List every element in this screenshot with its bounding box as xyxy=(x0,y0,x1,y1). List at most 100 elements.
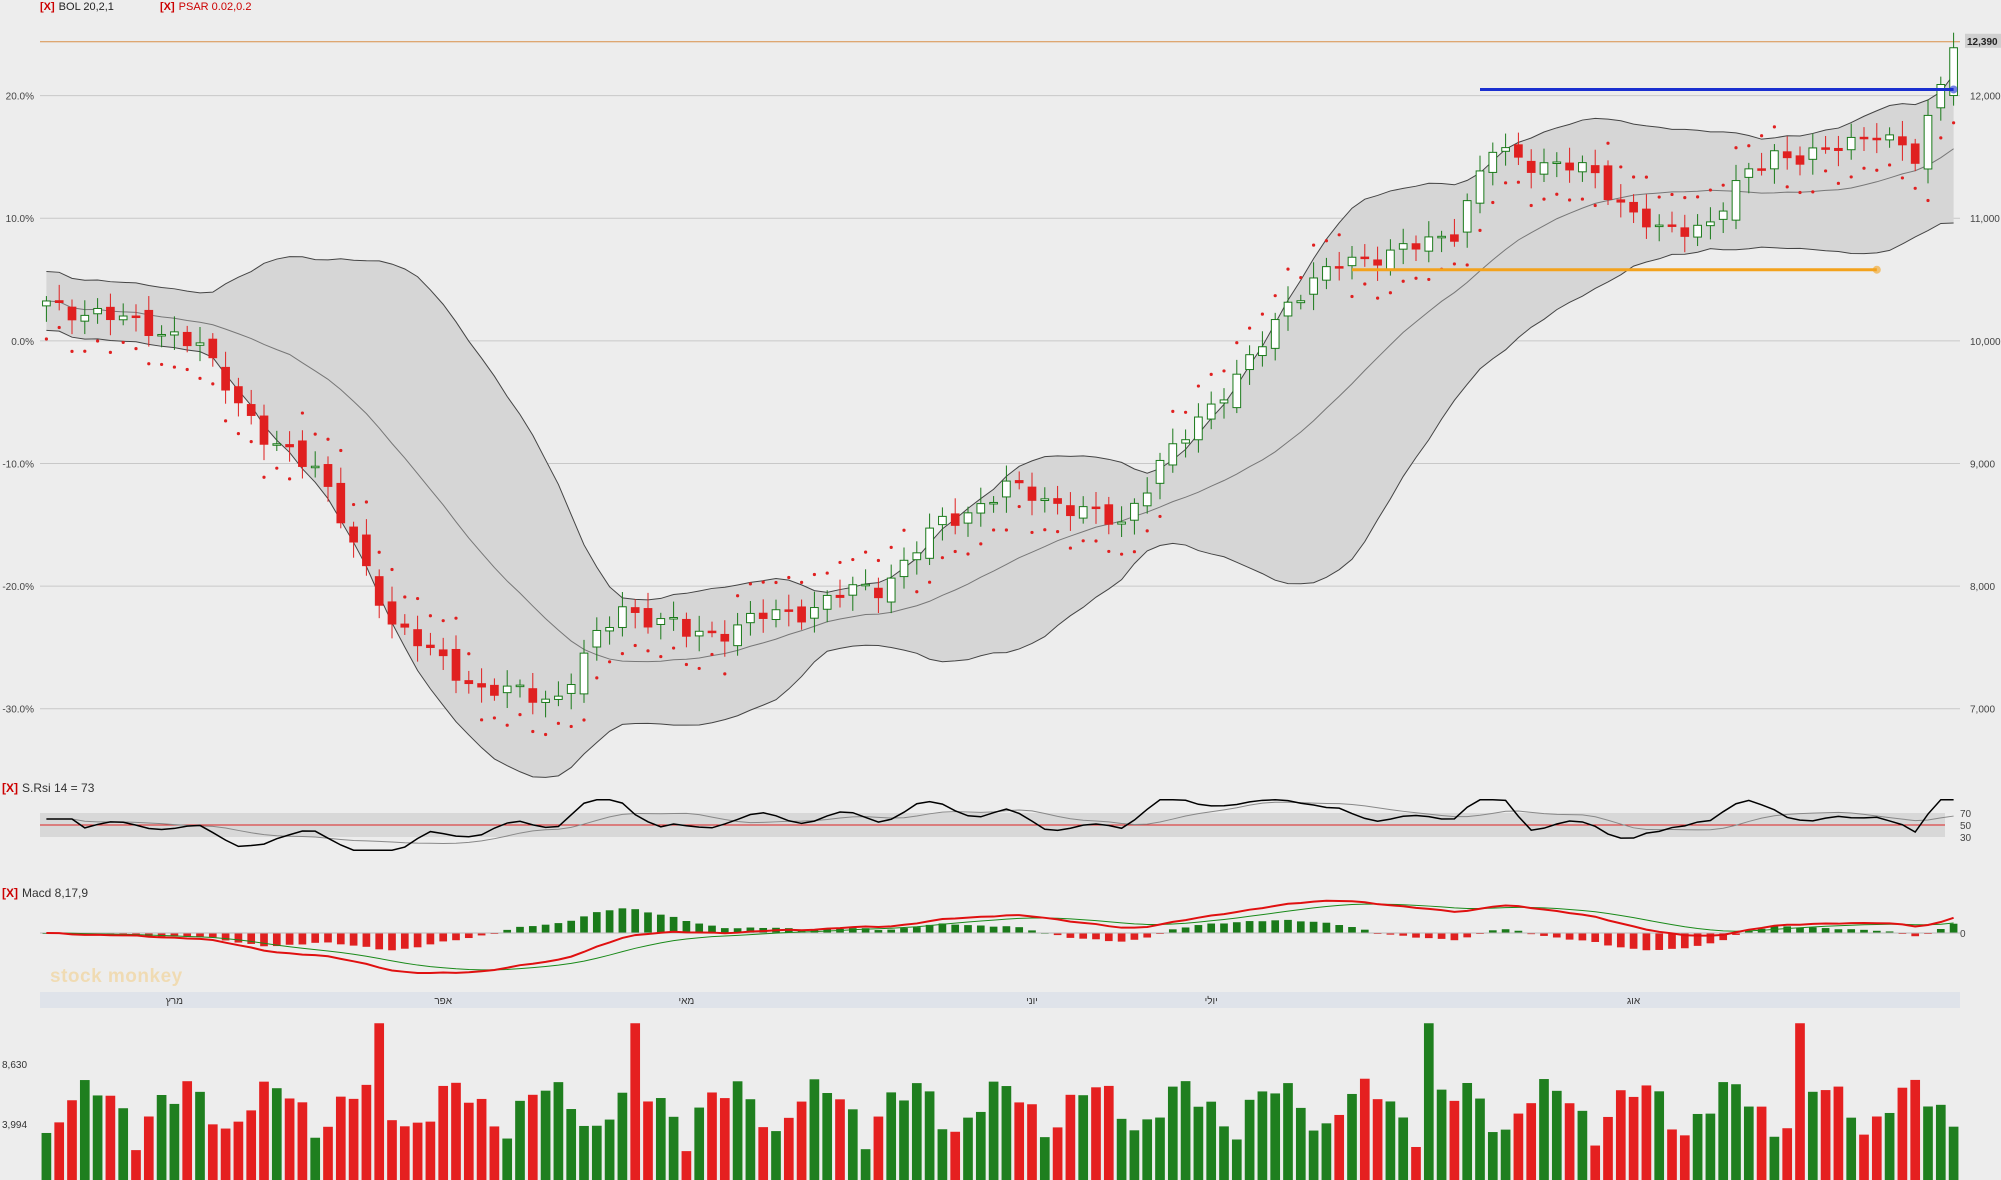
psar-dot xyxy=(928,580,932,584)
psar-dot xyxy=(940,556,945,560)
macd-histogram-bar xyxy=(1680,933,1689,949)
macd-histogram-bar xyxy=(887,929,896,933)
macd-histogram-bar xyxy=(720,928,729,933)
macd-histogram-bar xyxy=(1860,929,1868,933)
candle xyxy=(1872,137,1882,141)
volume-bar xyxy=(451,1082,461,1180)
volume-bar xyxy=(1513,1113,1524,1180)
candle xyxy=(1706,221,1715,227)
candle xyxy=(861,583,870,587)
volume-bar xyxy=(1603,1116,1613,1180)
rsi-line xyxy=(46,799,1954,851)
psar-dot xyxy=(1184,410,1188,414)
macd-histogram-bar xyxy=(503,929,512,933)
volume-bar xyxy=(412,1122,423,1180)
volume-bar xyxy=(348,1098,359,1180)
macd-histogram-bar xyxy=(1066,933,1075,938)
candle xyxy=(822,594,832,610)
macd-histogram-bar xyxy=(388,933,396,951)
macd-histogram-bar xyxy=(1399,933,1408,936)
macd-histogram-bar xyxy=(631,909,640,933)
macd-histogram-bar xyxy=(669,916,678,933)
price-axis-label: 7,000 xyxy=(1970,705,1995,716)
psar-dot xyxy=(1824,169,1828,173)
psar-toggle[interactable]: [X] xyxy=(160,1,175,13)
volume-bar xyxy=(1155,1117,1165,1180)
psar-dot xyxy=(1209,372,1213,376)
volume-bar xyxy=(566,1109,577,1180)
volume-bar xyxy=(1244,1099,1255,1180)
candle xyxy=(1718,210,1728,220)
volume-bar xyxy=(463,1102,474,1180)
volume-bar xyxy=(527,1094,538,1180)
psar-dot xyxy=(1580,197,1584,201)
candle xyxy=(1757,168,1766,171)
volume-bar xyxy=(604,1119,615,1180)
psar-dot xyxy=(672,646,676,650)
candle xyxy=(438,649,448,657)
rsi-toggle[interactable]: [X] xyxy=(2,781,18,795)
psar-dot xyxy=(1529,203,1533,208)
macd-histogram-bar xyxy=(605,910,614,933)
candle xyxy=(272,443,282,446)
volume-bar xyxy=(1270,1093,1281,1180)
candle xyxy=(797,606,806,623)
candle xyxy=(1834,147,1843,151)
macd-histogram-bar xyxy=(400,933,409,949)
candle xyxy=(426,644,435,648)
candle xyxy=(566,684,576,694)
macd-histogram-bar xyxy=(349,933,358,946)
psar-dot xyxy=(1606,141,1610,145)
psar-legend[interactable]: [X] PSAR 0.02,0.2 xyxy=(160,1,251,13)
psar-dot xyxy=(1734,146,1738,150)
macd-histogram-bar xyxy=(413,933,422,948)
volume-bar xyxy=(310,1137,321,1180)
price-axis-label: 12,000 xyxy=(1970,92,2001,103)
rsi-legend[interactable]: [X] S.Rsi 14 = 73 xyxy=(2,781,94,795)
bollinger-toggle[interactable]: [X] xyxy=(40,1,55,13)
psar-dot xyxy=(1376,296,1380,300)
candle xyxy=(1578,162,1587,173)
psar-dot xyxy=(1004,528,1009,532)
volume-bar xyxy=(233,1121,244,1180)
candle xyxy=(93,307,102,315)
macd-toggle[interactable]: [X] xyxy=(2,886,18,900)
macd-label: Macd 8,17,9 xyxy=(22,886,89,900)
candle xyxy=(1206,403,1216,420)
candle xyxy=(912,552,922,561)
macd-histogram-bar xyxy=(1168,929,1177,933)
bollinger-legend[interactable]: [X] BOL 20,2,1 xyxy=(40,1,114,13)
month-label: יוני xyxy=(1026,996,1038,1007)
macd-legend[interactable]: [X] Macd 8,17,9 xyxy=(2,886,88,900)
psar-dot xyxy=(1260,312,1264,316)
candle xyxy=(886,577,896,603)
psar-dot xyxy=(1478,228,1482,232)
volume-bar xyxy=(1590,1145,1601,1180)
volume-bar xyxy=(1756,1106,1767,1180)
psar-dot xyxy=(1068,546,1072,550)
volume-bar xyxy=(1039,1137,1050,1180)
macd-histogram-bar xyxy=(1117,933,1126,942)
macd-histogram-bar xyxy=(132,933,140,935)
volume-bar xyxy=(425,1121,436,1180)
candle xyxy=(1309,277,1318,295)
candle xyxy=(1155,459,1165,484)
volume-bar xyxy=(1628,1096,1639,1180)
candle xyxy=(349,526,358,543)
volume-bar xyxy=(1820,1090,1831,1180)
candle xyxy=(733,624,742,647)
volume-bar xyxy=(361,1084,372,1180)
volume-bar xyxy=(1321,1123,1332,1180)
candle xyxy=(246,404,256,416)
candle xyxy=(720,633,730,642)
psar-dot xyxy=(390,567,394,572)
psar-dot xyxy=(1145,529,1149,533)
volume-bar xyxy=(591,1125,602,1180)
psar-dot xyxy=(1388,291,1392,295)
psar-dot xyxy=(57,325,61,330)
macd-histogram-bar xyxy=(1872,930,1881,933)
candle xyxy=(1923,114,1933,170)
macd-histogram-bar xyxy=(567,920,576,933)
